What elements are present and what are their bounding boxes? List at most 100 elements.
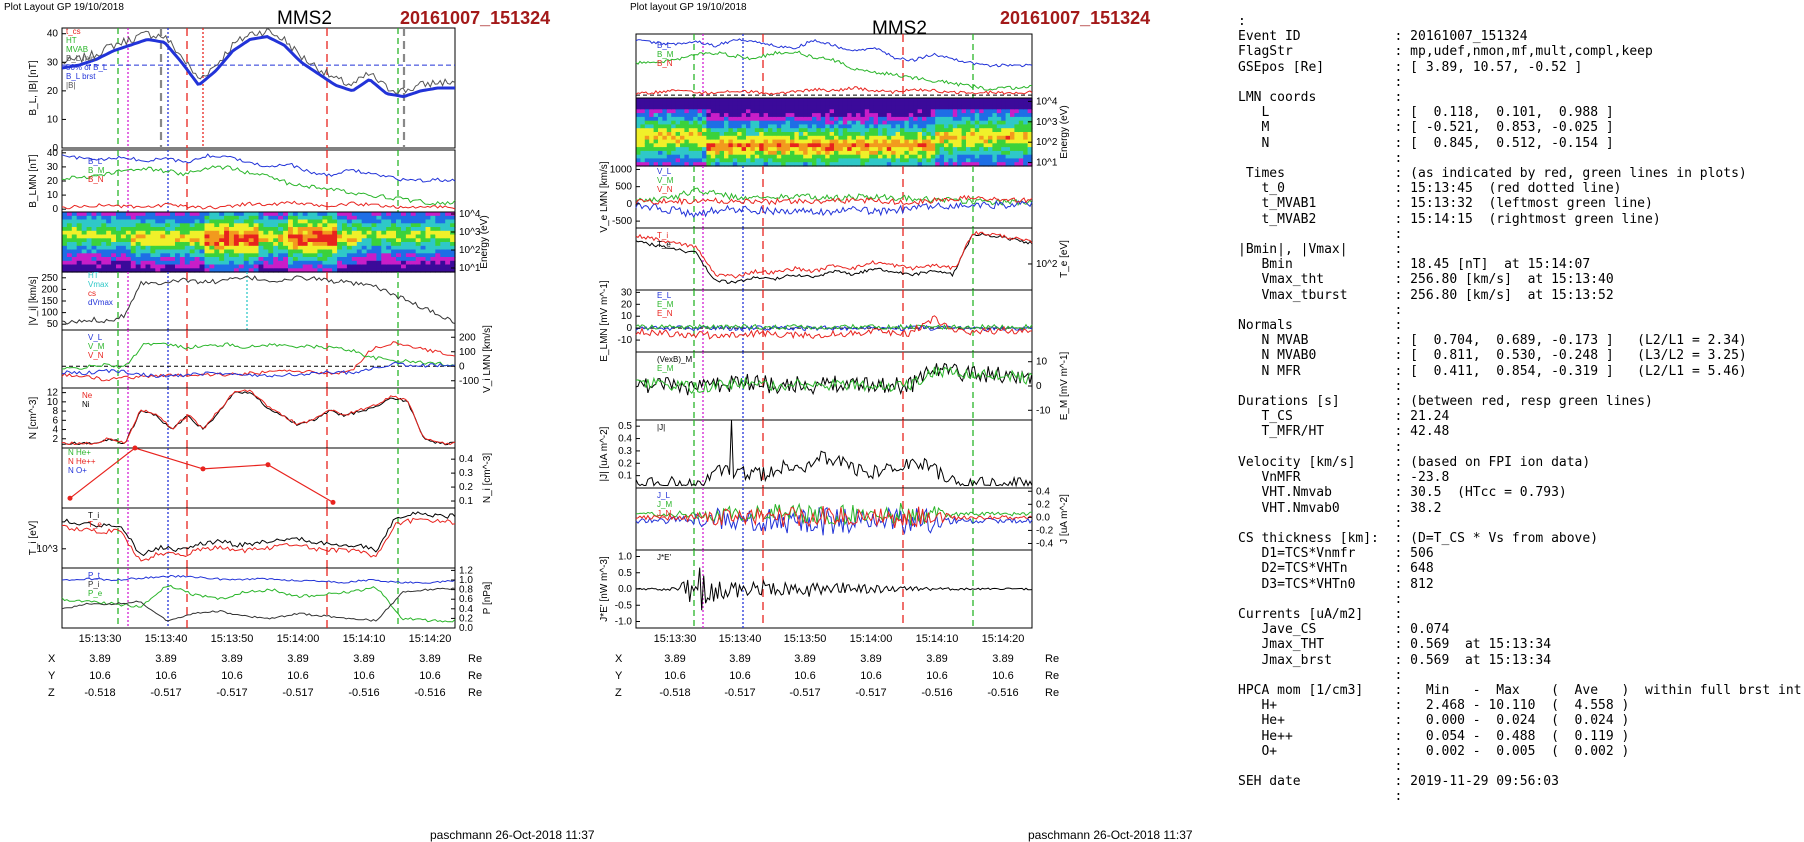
- spectrogram-cell: [81, 238, 88, 243]
- spectrogram-cell: [649, 132, 655, 137]
- spectrogram-cell: [847, 101, 853, 107]
- spectrogram-cell: [96, 227, 102, 232]
- spectrogram-cell: [974, 143, 980, 148]
- spectrogram-cell: [961, 113, 967, 118]
- spectrogram-cell: [415, 245, 422, 251]
- spectrogram-cell: [386, 234, 392, 239]
- spectrogram-cell: [214, 223, 220, 228]
- spectrogram-cell: [386, 219, 392, 224]
- legend-entry: P_e: [88, 589, 103, 598]
- spectrogram-cell: [209, 249, 215, 254]
- spectrogram-cell: [820, 101, 826, 107]
- spectrogram-cell: [435, 257, 441, 262]
- spectrogram-cell: [155, 268, 161, 273]
- spectrogram-cell: [895, 132, 901, 137]
- spectrogram-cell: [724, 120, 729, 126]
- spectrogram-cell: [649, 150, 655, 156]
- spectrogram-cell: [750, 132, 756, 137]
- spectrogram-cell: [229, 249, 235, 254]
- spectrogram-cell: [184, 249, 191, 254]
- spectrogram-cell: [785, 154, 791, 160]
- spectrogram-cell: [194, 223, 201, 228]
- spectrogram-cell: [900, 158, 905, 163]
- spectrogram-cell: [253, 253, 260, 258]
- spectrogram-cell: [710, 120, 716, 126]
- spectrogram-cell: [273, 264, 279, 269]
- spectrogram-cell: [737, 150, 743, 156]
- spectrogram-cell: [1001, 113, 1007, 118]
- spectrogram-cell: [62, 242, 68, 247]
- spectrogram-cell: [170, 268, 176, 273]
- spectrogram-cell: [957, 147, 963, 152]
- spectrogram-cell: [820, 150, 826, 156]
- spectrogram-cell: [864, 139, 870, 144]
- spectrogram-cell: [816, 135, 822, 141]
- spectrogram-cell: [396, 245, 402, 251]
- spectrogram-cell: [263, 242, 269, 247]
- panel-temperature: 10^3T_i [eV]T_iT_e: [28, 507, 456, 569]
- position-value: 3.89: [860, 653, 881, 665]
- spectrogram-cell: [430, 253, 436, 258]
- spectrogram-cell: [346, 219, 353, 224]
- spectrogram-cell: [856, 132, 861, 137]
- spectrogram-cell: [922, 113, 927, 118]
- spectrogram-cell: [776, 139, 782, 144]
- spectrogram-cell: [970, 124, 976, 129]
- spectrogram-cell: [381, 215, 387, 221]
- spectrogram-cell: [785, 120, 791, 126]
- spectrogram-cell: [243, 234, 250, 239]
- spectrogram-cell: [675, 98, 681, 103]
- spectrogram-cell: [297, 215, 304, 221]
- spectrogram-cell: [376, 253, 382, 258]
- spectrogram-cell: [979, 158, 985, 163]
- spectrogram-cell: [688, 132, 694, 137]
- spectrogram-cell: [1014, 128, 1020, 133]
- spectrogram-cell: [248, 257, 255, 262]
- spectrogram-cell: [684, 162, 690, 167]
- spectrogram-cell: [658, 162, 663, 167]
- spectrogram-cell: [715, 109, 721, 114]
- spectrogram-cell: [96, 234, 102, 239]
- spectrogram-cell: [410, 223, 417, 228]
- spectrogram-cell: [170, 223, 176, 228]
- spectrogram-cell: [76, 268, 83, 273]
- spectrogram-cell: [834, 162, 839, 167]
- spectrogram-cell: [798, 147, 804, 152]
- spectrogram-cell: [238, 227, 245, 232]
- spectrogram-cell: [851, 116, 857, 122]
- spectrogram-cell: [873, 113, 879, 118]
- ti-line: [62, 511, 456, 557]
- spectrogram-cell: [996, 143, 1002, 148]
- spectrogram-cell: [371, 253, 377, 258]
- spectrogram-cell: [684, 147, 690, 152]
- spectrogram-cell: [1014, 109, 1020, 114]
- spectrogram-cell: [710, 128, 716, 133]
- spectrogram-cell: [199, 249, 205, 254]
- spectrogram-cell: [719, 98, 725, 103]
- spectrogram-cell: [794, 105, 800, 110]
- bl-line: [61, 153, 456, 183]
- spectrogram-cell: [988, 162, 993, 167]
- spectrogram-cell: [706, 158, 712, 163]
- spectrogram-cell: [125, 249, 132, 254]
- spectrogram-cell: [263, 215, 269, 221]
- spectrogram-cell: [847, 162, 853, 167]
- spectrogram-cell: [278, 245, 284, 251]
- spectrogram-cell: [926, 109, 932, 114]
- spectrogram-cell: [337, 245, 343, 251]
- spectrogram-cell: [873, 105, 879, 110]
- spectrogram-cell: [175, 264, 181, 269]
- spectrogram-cell: [199, 260, 205, 266]
- left-layout-label: Plot Layout GP 19/10/2018: [4, 2, 124, 13]
- spectrogram-cell: [649, 105, 655, 110]
- spectrogram-cell: [450, 223, 456, 228]
- spectrogram-cell: [405, 245, 412, 251]
- spectrogram-cell: [737, 147, 743, 152]
- spectrogram-cell: [922, 124, 927, 129]
- spectrogram-cell: [1001, 150, 1007, 156]
- spectrogram-cell: [834, 132, 839, 137]
- spectrogram-cell: [405, 264, 412, 269]
- spectrogram-cell: [361, 212, 368, 217]
- spectrogram-cell: [979, 150, 985, 156]
- spectrogram-cell: [741, 120, 747, 126]
